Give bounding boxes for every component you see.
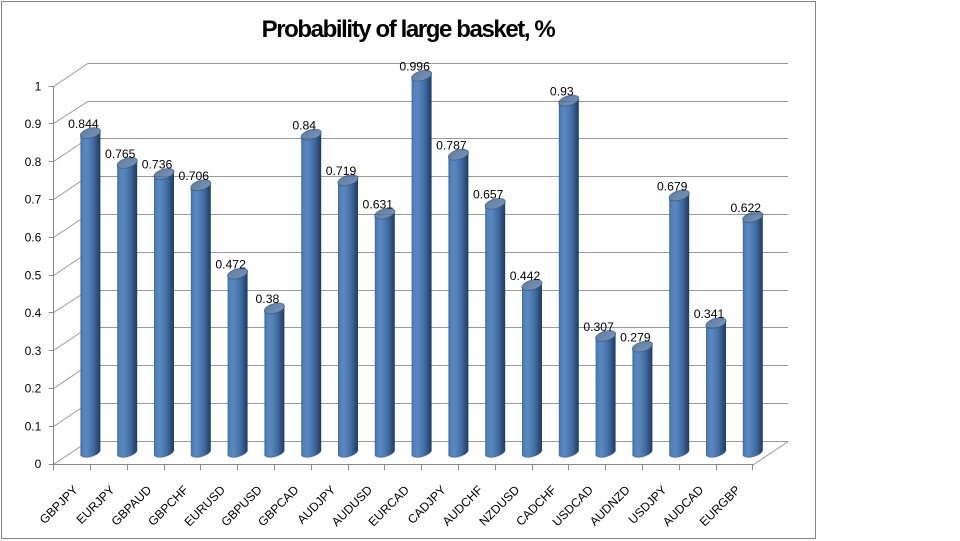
- svg-text:0.7: 0.7: [25, 193, 42, 207]
- svg-text:0.2: 0.2: [25, 382, 42, 396]
- svg-text:Probability of large basket, %: Probability of large basket, %: [262, 16, 556, 43]
- svg-text:0.736: 0.736: [142, 158, 173, 172]
- svg-text:0.472: 0.472: [215, 258, 246, 272]
- svg-text:0.719: 0.719: [326, 164, 357, 178]
- svg-text:0.679: 0.679: [657, 179, 688, 193]
- svg-text:0.38: 0.38: [256, 292, 280, 306]
- svg-text:0.631: 0.631: [363, 197, 394, 211]
- svg-text:0.341: 0.341: [694, 307, 725, 321]
- svg-text:0.4: 0.4: [25, 306, 42, 320]
- svg-text:0.5: 0.5: [25, 268, 42, 282]
- svg-text:0.844: 0.844: [68, 117, 99, 131]
- svg-text:0.1: 0.1: [25, 419, 42, 433]
- svg-text:1: 1: [35, 79, 42, 93]
- svg-text:0.307: 0.307: [583, 320, 614, 334]
- svg-text:0.765: 0.765: [105, 147, 136, 161]
- svg-text:0.8: 0.8: [25, 155, 42, 169]
- svg-text:0.996: 0.996: [399, 60, 430, 74]
- svg-text:0.279: 0.279: [620, 330, 651, 344]
- svg-text:0: 0: [35, 457, 42, 471]
- svg-text:0.9: 0.9: [25, 117, 42, 131]
- svg-text:0.6: 0.6: [25, 231, 42, 245]
- svg-text:0.657: 0.657: [473, 188, 504, 202]
- svg-text:0.3: 0.3: [25, 344, 42, 358]
- svg-text:0.442: 0.442: [510, 269, 541, 283]
- svg-text:0.787: 0.787: [436, 139, 467, 153]
- svg-text:0.706: 0.706: [179, 169, 210, 183]
- svg-text:0.622: 0.622: [731, 201, 762, 215]
- svg-text:0.84: 0.84: [292, 118, 316, 132]
- svg-text:0.93: 0.93: [550, 84, 574, 98]
